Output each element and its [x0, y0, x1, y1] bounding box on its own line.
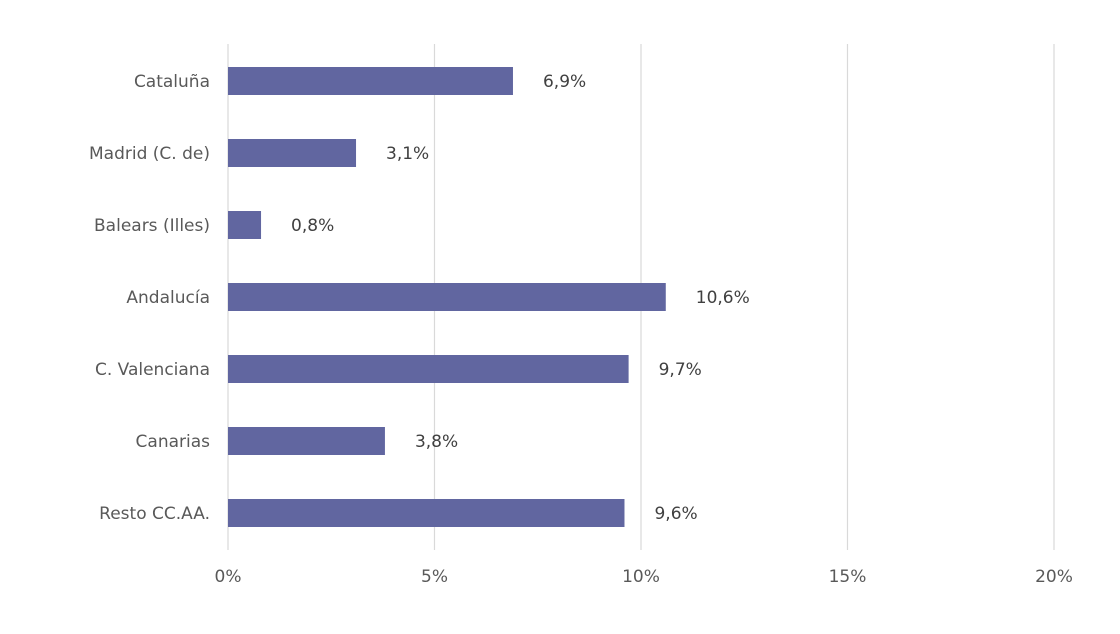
x-tick-labels: 0% 5% 10% 15% 20%: [215, 567, 1073, 587]
x-tick-label: 15%: [829, 567, 867, 587]
category-label: Canarias: [136, 432, 211, 452]
bar: [228, 283, 666, 311]
x-tick-label: 0%: [215, 567, 242, 587]
category-label: Andalucía: [126, 288, 210, 308]
category-label: Cataluña: [134, 72, 210, 92]
category-label: Madrid (C. de): [89, 144, 210, 164]
data-label: 3,8%: [415, 432, 458, 452]
data-label: 3,1%: [386, 144, 429, 164]
data-labels: 6,9% 3,1% 0,8% 10,6% 9,7% 3,8% 9,6%: [291, 72, 750, 524]
bar: [228, 211, 262, 239]
data-label: 0,8%: [291, 216, 334, 236]
category-label: Resto CC.AA.: [99, 504, 210, 524]
bar: [228, 427, 385, 455]
category-label: C. Valenciana: [95, 360, 210, 380]
category-labels: Cataluña Madrid (C. de) Balears (Illes) And…: [89, 72, 210, 524]
x-tick-label: 20%: [1035, 567, 1073, 587]
data-label: 10,6%: [696, 288, 750, 308]
x-tick-label: 5%: [421, 567, 448, 587]
x-tick-label: 10%: [622, 567, 660, 587]
data-label: 6,9%: [543, 72, 586, 92]
bar: [228, 499, 625, 527]
bar: [228, 139, 357, 167]
category-label: Balears (Illes): [94, 216, 210, 236]
bars: [228, 67, 666, 527]
data-label: 9,6%: [654, 504, 697, 524]
bar: [228, 355, 629, 383]
data-label: 9,7%: [659, 360, 702, 380]
bar: [228, 67, 513, 95]
